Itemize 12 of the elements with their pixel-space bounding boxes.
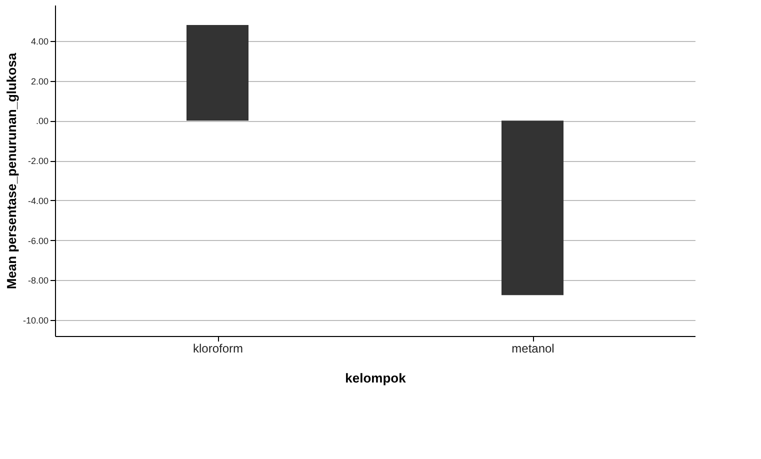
y-axis-title: Mean persentase_penurunan_glukosa [4,52,19,290]
y-tick-label: 4.00 [30,36,48,46]
x-axis-title: kelompok [345,370,407,386]
x-tick-label: kloroform [192,342,244,356]
y-tick-label: 2.00 [30,76,48,86]
y-tick-label: -4.00 [28,196,48,206]
y-tick-label: -10.00 [22,316,48,326]
x-tick-label: metanol [512,342,554,356]
y-tick-label: -2.00 [28,156,48,166]
y-tick-label: -8.00 [28,276,48,286]
y-tick-label: .00 [36,116,48,126]
y-tick-label: -6.00 [28,236,48,246]
